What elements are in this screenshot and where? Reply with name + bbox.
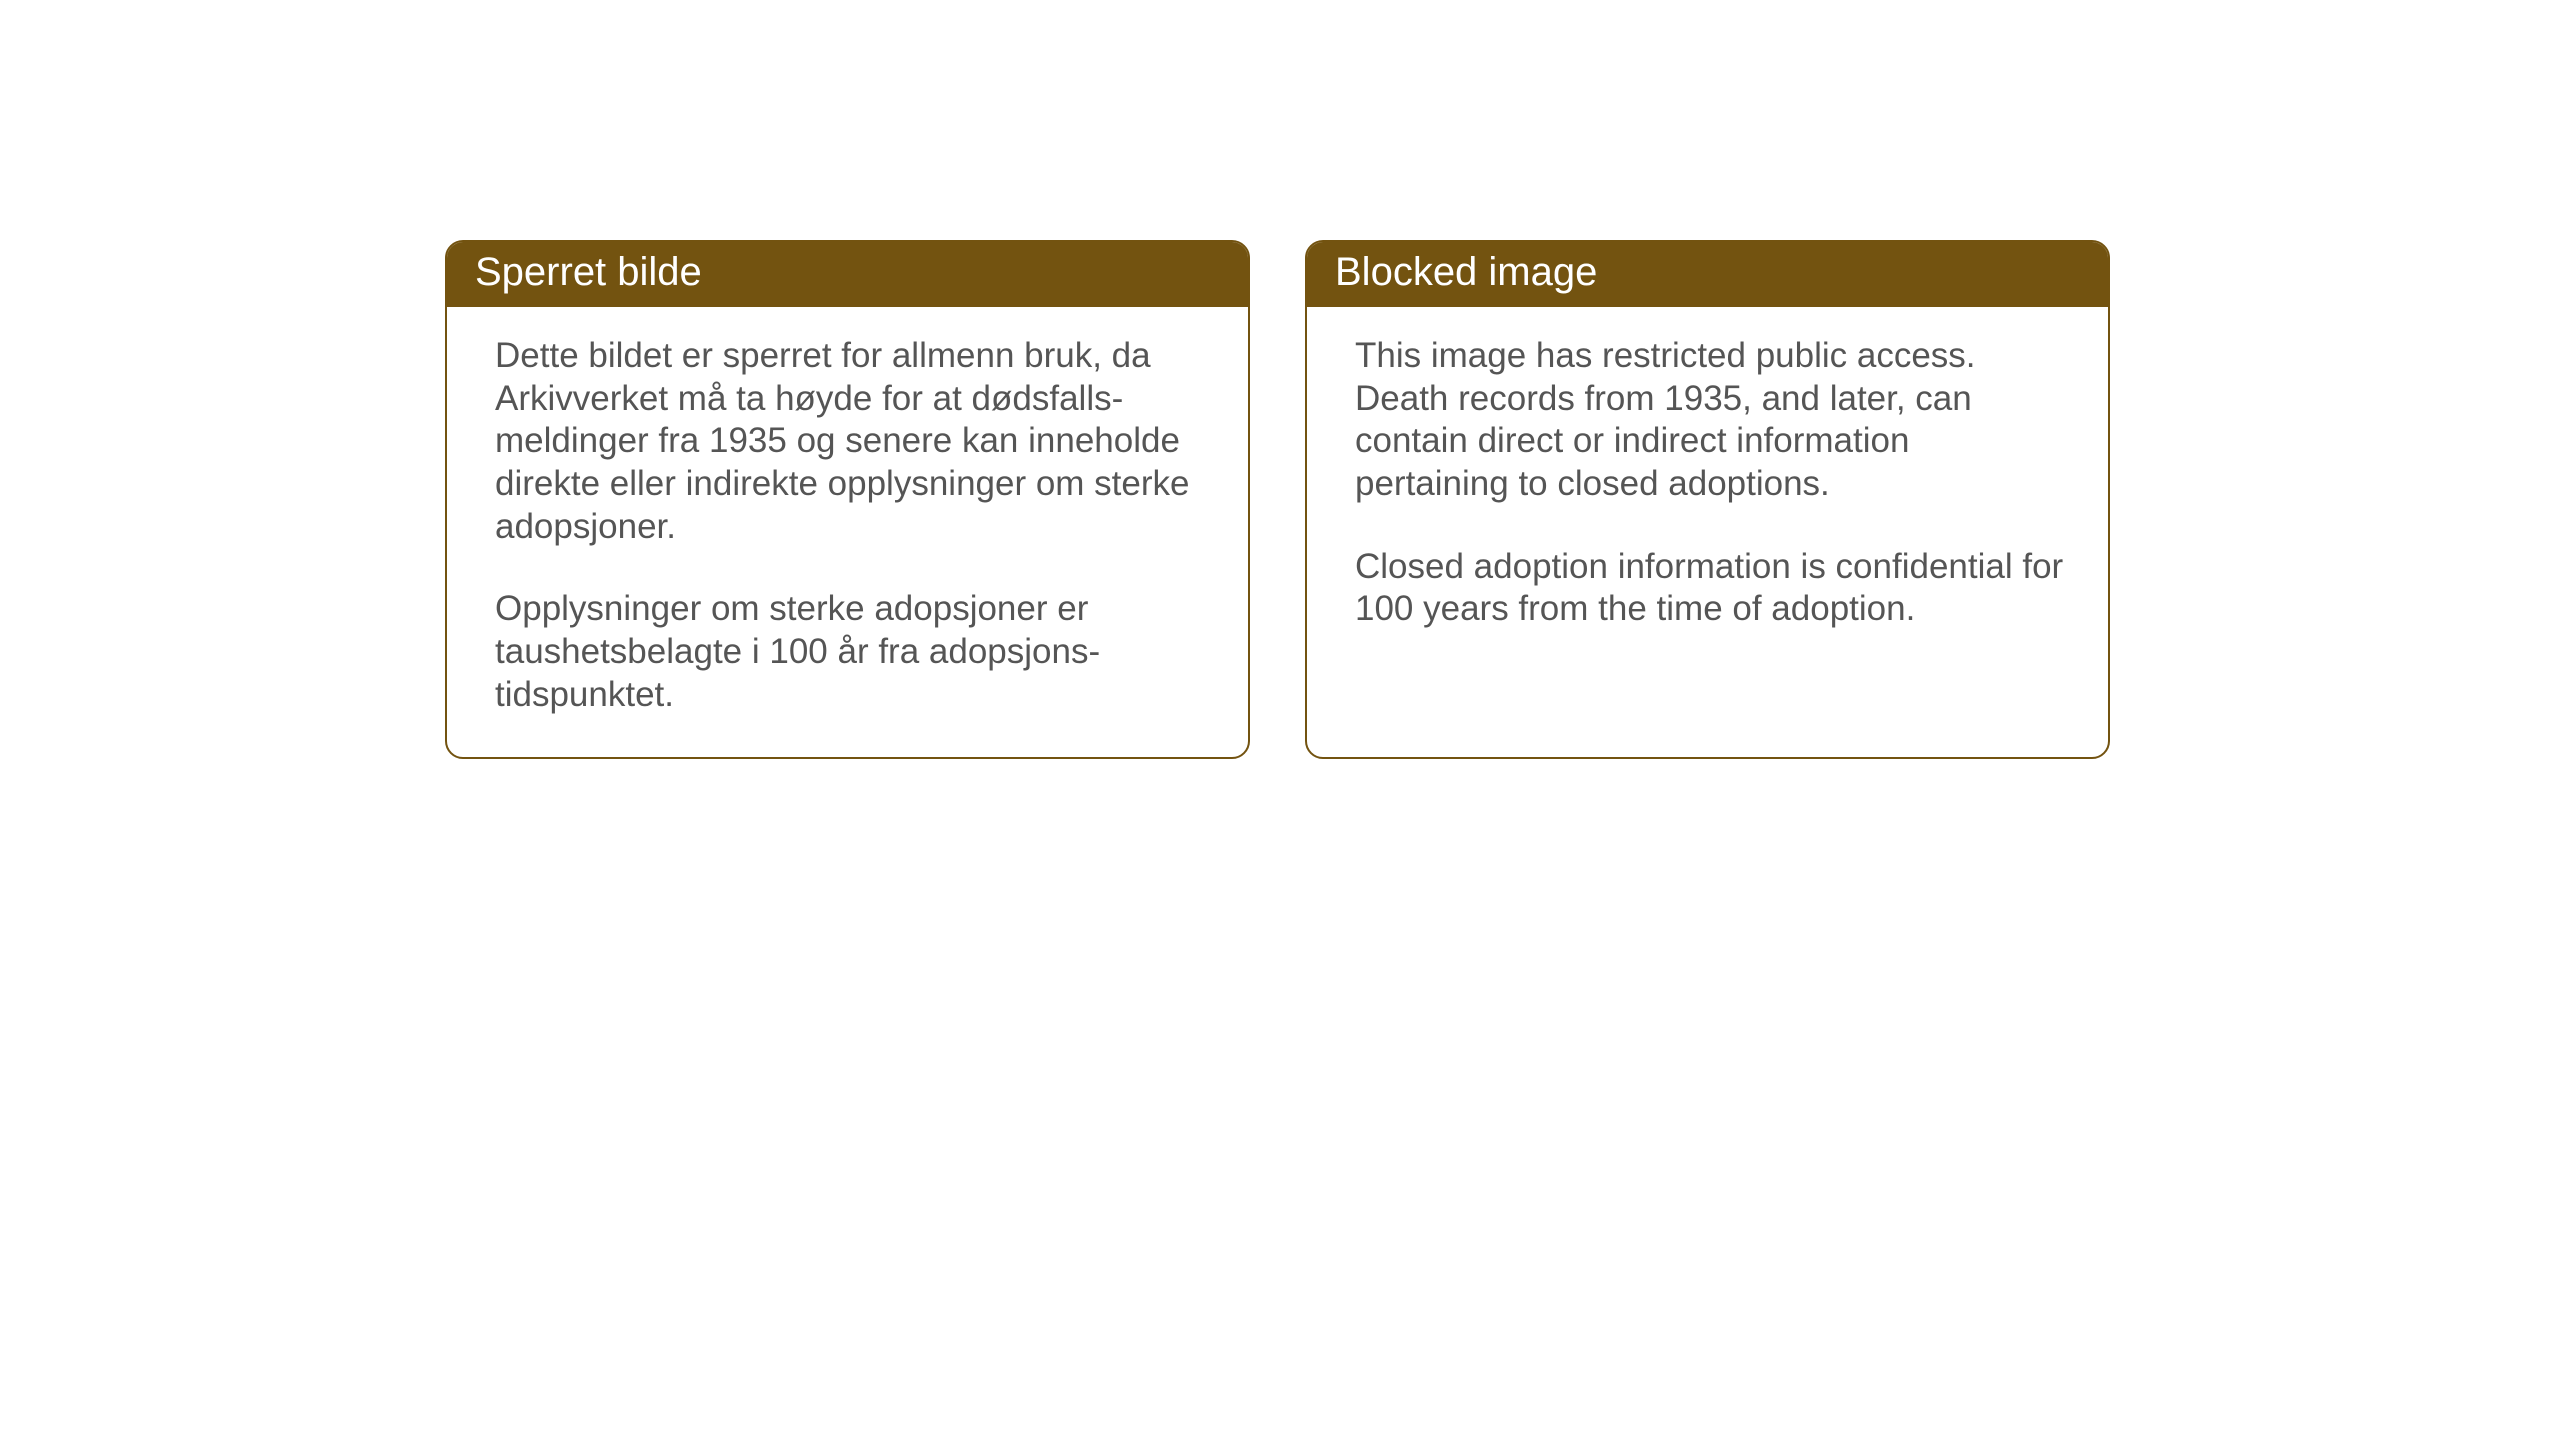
english-paragraph-1: This image has restricted public access.… xyxy=(1355,335,2068,506)
notice-container: Sperret bilde Dette bildet er sperret fo… xyxy=(445,240,2560,759)
english-panel-body: This image has restricted public access.… xyxy=(1307,307,2108,671)
norwegian-panel-body: Dette bildet er sperret for allmenn bruk… xyxy=(447,307,1248,757)
english-panel: Blocked image This image has restricted … xyxy=(1305,240,2110,759)
norwegian-paragraph-2: Opplysninger om sterke adopsjoner er tau… xyxy=(495,588,1208,716)
norwegian-paragraph-1: Dette bildet er sperret for allmenn bruk… xyxy=(495,335,1208,548)
english-panel-title: Blocked image xyxy=(1307,242,2108,307)
norwegian-panel: Sperret bilde Dette bildet er sperret fo… xyxy=(445,240,1250,759)
norwegian-panel-title: Sperret bilde xyxy=(447,242,1248,307)
english-paragraph-2: Closed adoption information is confident… xyxy=(1355,546,2068,631)
